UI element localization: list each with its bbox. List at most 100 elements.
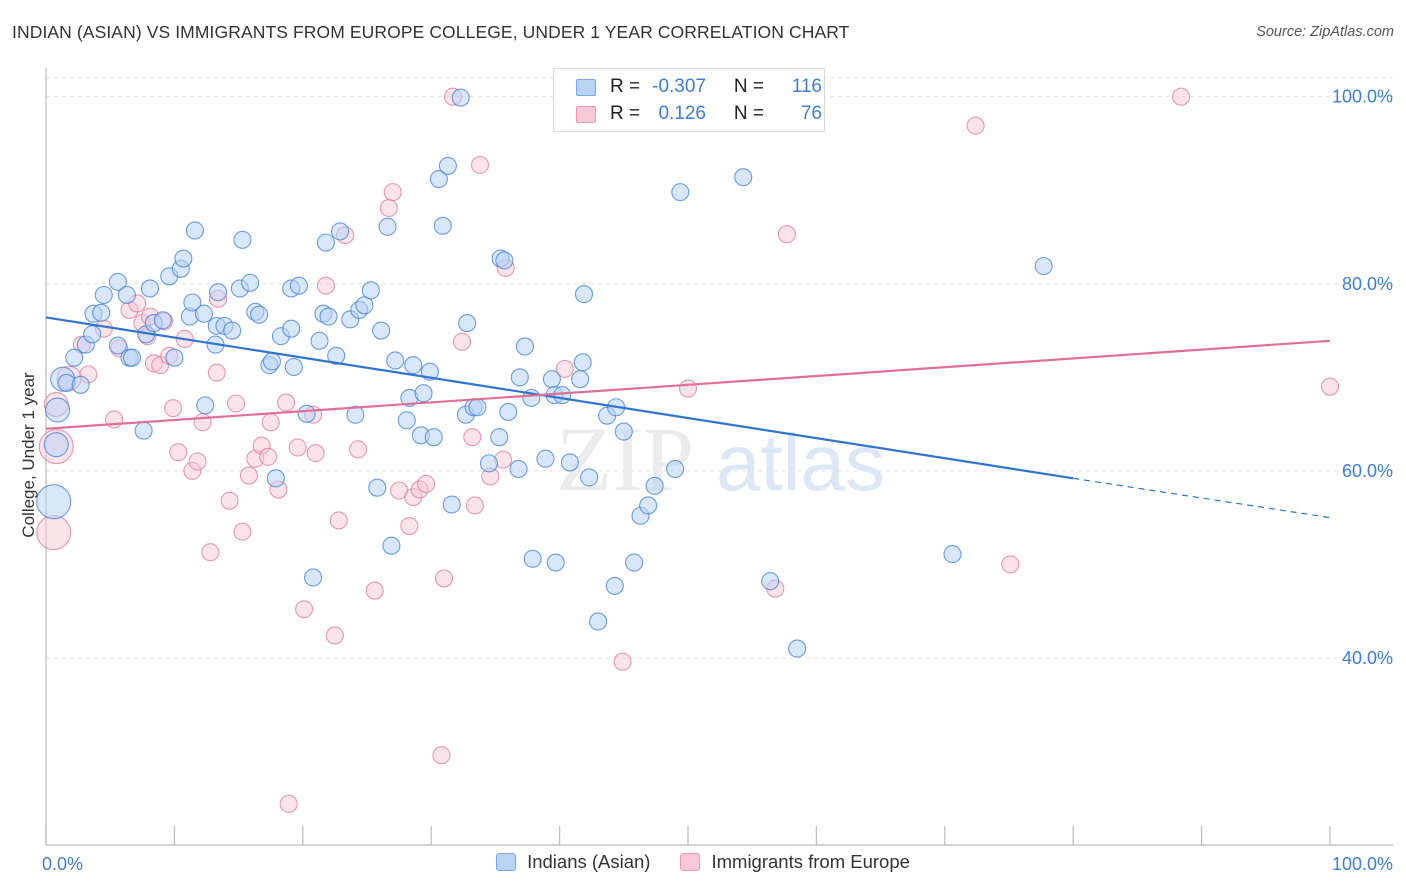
point-indians-asian xyxy=(108,336,127,355)
point-immigrants-europe xyxy=(417,474,436,493)
point-indians-asian xyxy=(284,357,303,377)
trend-lines xyxy=(45,316,1331,519)
watermark: ZIP atlas xyxy=(556,408,885,510)
point-immigrants-europe xyxy=(365,581,384,600)
trendline-immigrants-europe xyxy=(45,339,1331,430)
point-immigrants-europe xyxy=(36,515,72,551)
point-indians-asian xyxy=(451,88,470,107)
point-indians-asian xyxy=(185,221,204,240)
point-indians-asian xyxy=(442,495,461,514)
point-indians-asian xyxy=(282,319,301,338)
point-indians-asian xyxy=(943,545,962,564)
y-tick-labels: 40.0% 60.0% 80.0% 100.0% xyxy=(1332,87,1393,668)
point-indians-asian xyxy=(553,386,572,405)
data-points xyxy=(36,87,1340,813)
point-indians-asian xyxy=(174,249,193,268)
point-indians-asian xyxy=(499,402,518,421)
point-indians-asian xyxy=(625,553,644,572)
point-indians-asian xyxy=(495,251,514,270)
point-immigrants-europe xyxy=(239,466,258,485)
point-indians-asian xyxy=(319,307,338,326)
point-immigrants-europe xyxy=(613,652,632,671)
point-indians-asian xyxy=(589,612,608,631)
legend-n-value: 116 xyxy=(791,76,822,97)
point-immigrants-europe xyxy=(279,794,298,813)
point-immigrants-europe xyxy=(379,198,398,218)
point-indians-asian xyxy=(666,459,685,479)
point-indians-asian xyxy=(536,449,555,468)
series-legend-item-indians[interactable]: Indians (Asian) xyxy=(496,851,650,873)
point-indians-asian xyxy=(346,405,365,424)
point-indians-asian xyxy=(117,285,136,305)
point-immigrants-europe xyxy=(220,491,239,510)
point-indians-asian xyxy=(645,476,664,495)
point-indians-asian xyxy=(510,368,529,387)
stats-legend: R = -0.307 N = 116 R = 0.126 N = 76 xyxy=(553,68,825,132)
point-indians-asian xyxy=(515,337,534,356)
legend-row-europe: R = 0.126 N = 76 xyxy=(576,101,822,127)
series-label-europe: Immigrants from Europe xyxy=(711,851,910,872)
point-immigrants-europe xyxy=(400,516,419,536)
point-immigrants-europe xyxy=(470,155,490,175)
point-immigrants-europe xyxy=(201,543,220,562)
point-indians-asian xyxy=(233,230,252,249)
point-indians-asian xyxy=(378,217,397,236)
point-indians-asian xyxy=(140,279,160,298)
point-indians-asian xyxy=(433,216,452,235)
point-immigrants-europe xyxy=(207,363,226,382)
series-swatch-indians xyxy=(496,853,517,871)
point-indians-asian xyxy=(262,352,282,371)
chart-title: INDIAN (ASIAN) VS IMMIGRANTS FROM EUROPE… xyxy=(12,22,850,42)
point-immigrants-europe xyxy=(226,394,246,413)
point-immigrants-europe xyxy=(463,428,482,447)
point-immigrants-europe xyxy=(1001,555,1020,574)
point-indians-asian xyxy=(404,356,423,375)
point-indians-asian xyxy=(424,428,443,447)
point-indians-asian xyxy=(153,311,172,330)
trendline-indians-asian-extension xyxy=(1073,477,1331,519)
series-legend-item-europe[interactable]: Immigrants from Europe xyxy=(680,851,910,873)
y-tick-label: 40.0% xyxy=(1342,648,1393,668)
point-indians-asian xyxy=(310,331,329,350)
point-immigrants-europe xyxy=(432,746,451,765)
legend-r-label: R = xyxy=(610,76,641,97)
point-indians-asian xyxy=(316,233,335,252)
point-indians-asian xyxy=(83,325,102,344)
legend-r-value: -0.307 xyxy=(652,76,706,97)
point-indians-asian xyxy=(65,348,84,367)
point-indians-asian xyxy=(386,351,405,370)
trendline-indians-asian xyxy=(45,316,1074,480)
point-indians-asian xyxy=(788,639,807,658)
point-indians-asian xyxy=(289,276,308,295)
legend-n-label: N = xyxy=(733,76,764,97)
point-immigrants-europe xyxy=(777,225,796,244)
point-immigrants-europe xyxy=(295,600,314,619)
point-indians-asian xyxy=(241,273,260,292)
point-indians-asian xyxy=(297,404,316,423)
point-immigrants-europe xyxy=(966,116,985,135)
point-indians-asian xyxy=(134,421,153,440)
y-tick-label: 80.0% xyxy=(1342,274,1393,294)
point-immigrants-europe xyxy=(329,511,348,530)
source-label: Source: ZipAtlas.com xyxy=(1256,24,1394,40)
x-tick-label: 0.0% xyxy=(42,854,83,874)
point-immigrants-europe xyxy=(306,444,325,463)
point-immigrants-europe xyxy=(193,413,212,432)
point-indians-asian xyxy=(304,568,323,587)
point-indians-asian xyxy=(546,553,565,572)
point-indians-asian xyxy=(196,396,215,415)
series-legend: Indians (Asian) Immigrants from Europe xyxy=(0,851,1406,873)
legend-r-label: R = xyxy=(610,103,641,124)
point-immigrants-europe xyxy=(277,393,296,412)
series-label-indians: Indians (Asian) xyxy=(527,851,651,872)
gridlines xyxy=(46,77,1393,659)
point-indians-asian xyxy=(458,314,477,333)
point-immigrants-europe xyxy=(188,452,207,471)
y-axis-label: College, Under 1 year xyxy=(19,372,38,538)
point-indians-asian xyxy=(542,370,561,389)
point-indians-asian xyxy=(361,281,380,300)
point-indians-asian xyxy=(734,168,753,187)
point-immigrants-europe xyxy=(678,379,698,398)
point-immigrants-europe xyxy=(233,522,252,541)
